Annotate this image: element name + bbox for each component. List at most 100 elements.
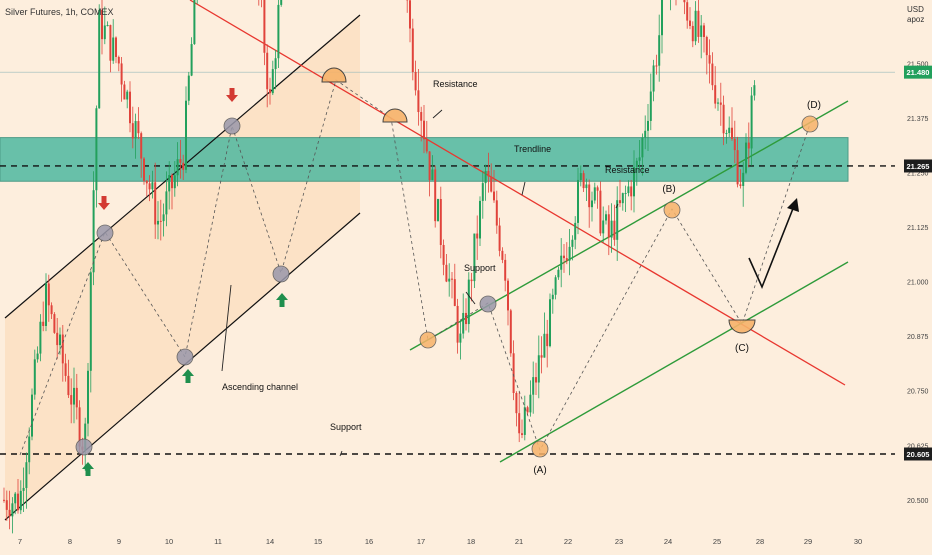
candle-body [20,491,22,510]
candle-body [529,395,531,413]
x-tick-label: 29 [804,537,812,546]
candle-body [557,270,559,278]
candle-body [753,85,755,95]
candle-body [275,58,277,69]
candle-body [445,265,447,282]
candle-body [93,190,95,272]
candle-body [143,159,145,181]
candle-body [118,57,120,63]
candle-body [706,37,708,55]
candle-body [714,85,716,103]
candle-body [280,0,282,5]
candle-body [532,377,534,395]
candle-body [440,199,442,245]
candle [98,4,100,109]
candle-body [23,488,25,491]
candle-body [487,171,489,176]
candle-body [496,200,498,225]
candle-body [269,89,271,93]
candle-body [73,388,75,405]
candle-body [605,214,607,220]
candle-body [17,494,19,511]
candle-body [140,133,142,158]
candle-body [479,201,481,239]
candle-body [193,0,195,44]
candle-body [661,0,663,35]
candle-body [493,192,495,201]
x-tick-label: 28 [756,537,764,546]
candle-body [608,214,610,237]
candle-body [468,280,470,324]
candle-body [415,72,417,90]
label-support-bottom: Support [330,422,362,432]
x-tick-label: 24 [664,537,672,546]
candle-body [490,176,492,191]
y-tick-label: 20.500 [907,498,929,505]
candle-body [471,280,473,281]
y-tick-label: 20.875 [907,334,929,341]
candle-body [62,335,64,364]
candle-body [703,25,705,37]
candle-body [146,181,148,184]
candle-body [31,395,33,437]
y-tick-label: 21.000 [907,280,929,287]
candle-body [9,510,11,516]
callout-circle-9 [802,116,818,132]
candle-body [25,462,27,488]
candle-body [420,112,422,121]
candle-body [524,407,526,435]
candle-body [527,407,529,412]
candle-body [482,183,484,201]
candle [549,293,551,347]
candle-body [580,173,582,180]
label-trendline: Trendline [514,144,551,154]
candle [434,165,436,227]
candle-body [168,175,170,191]
candle-body [3,500,5,501]
candle-body [39,322,41,354]
price-label-2: 21.265 [907,162,930,171]
candle-body [160,221,162,222]
candle-body [655,65,657,66]
candle-body [585,184,587,188]
candle-body [14,494,16,504]
candle-body [423,121,425,140]
candle [53,312,55,334]
candle [510,309,512,357]
candle-body [513,353,515,393]
candle-body [653,65,655,91]
candle-body [569,247,571,261]
y-tick-label: 21.125 [907,225,929,232]
candle-body [37,354,39,360]
candle-body [132,123,134,138]
candle-body [191,44,193,76]
candle-body [588,184,590,207]
candle-body [417,90,419,112]
candle [188,72,190,105]
candle-body [45,283,47,326]
label-wave-d: (D) [807,100,821,111]
candle-body [112,38,114,61]
candle-body [641,137,643,157]
candle-body [182,163,184,170]
callout-circle-6 [420,332,436,348]
candle-body [709,55,711,63]
label-wave-c: (C) [735,343,749,354]
candle-body [734,139,736,150]
candle [193,0,195,45]
candle-body [566,258,568,261]
candle-body [454,279,456,306]
candle-body [501,251,503,260]
candle-body [429,151,431,180]
x-tick-label: 22 [564,537,572,546]
candle-body [611,221,613,238]
candle-body [179,159,181,163]
candle-body [647,121,649,131]
callout-circle-0 [76,439,92,455]
candle-body [129,92,131,124]
callout-circle-5 [480,296,496,312]
callout-circle-3 [224,118,240,134]
candle-body [625,193,627,194]
candle-body [448,279,450,282]
